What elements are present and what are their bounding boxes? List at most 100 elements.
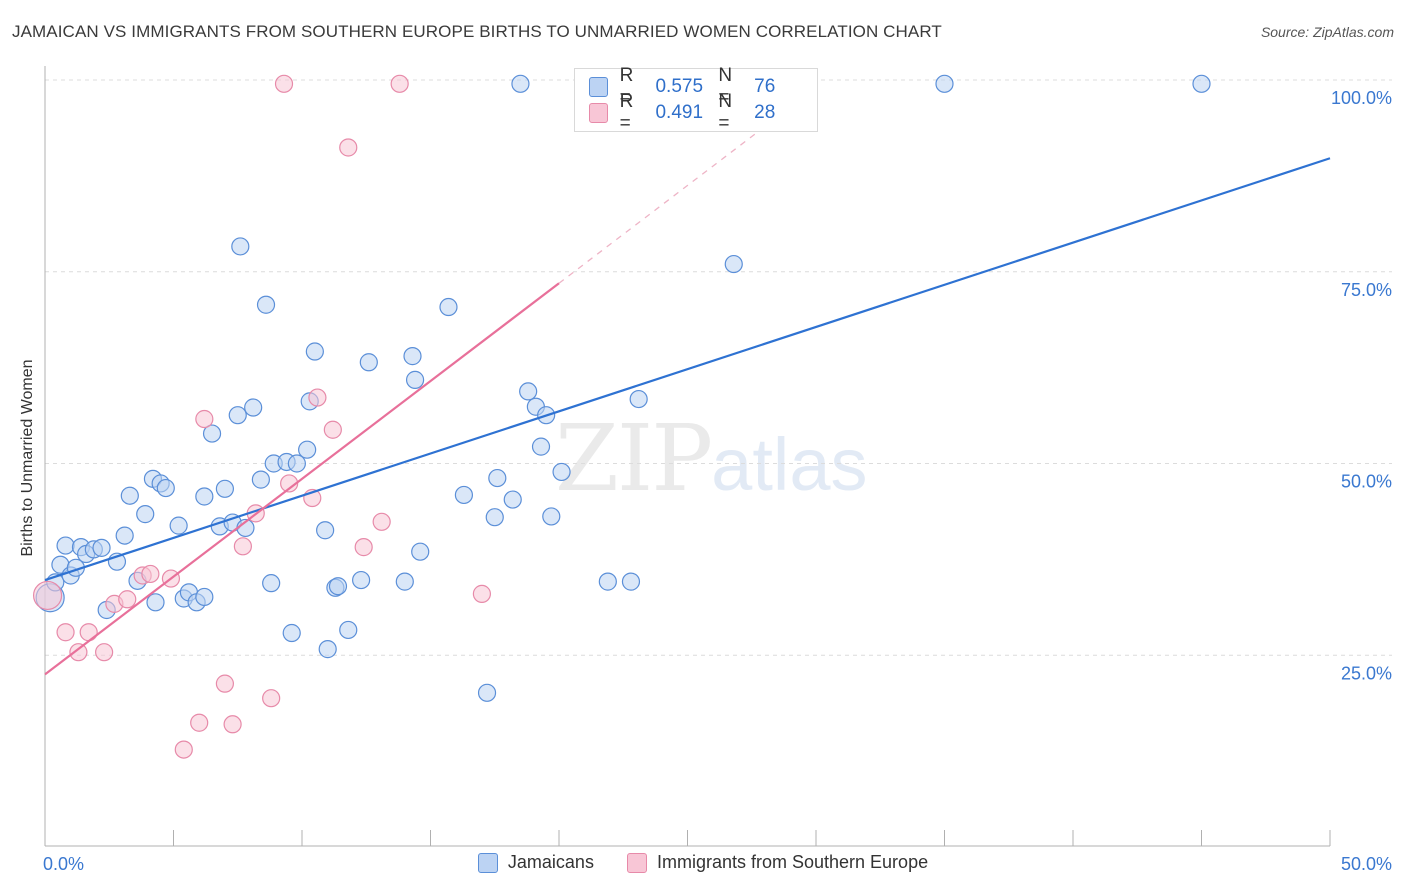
southern-europe-trend-line	[44, 282, 560, 676]
southern-europe-point	[233, 537, 252, 556]
stats-legend: R = 0.575 N = 76 R = 0.491 N = 28	[574, 65, 818, 134]
jamaicans-point	[115, 526, 134, 545]
jamaicans-point	[339, 620, 358, 640]
jamaicans-point	[724, 254, 743, 274]
jamaicans-point	[454, 485, 474, 505]
y-tick-label: 100.0%	[1331, 88, 1392, 108]
jamaicans-point	[485, 508, 504, 527]
jamaicans-point	[395, 572, 414, 591]
jamaicans-point	[298, 440, 317, 459]
southern-europe-point	[472, 584, 491, 603]
n-label: N =	[718, 65, 733, 108]
southern-europe-swatch	[626, 852, 647, 873]
jamaicans-point	[403, 347, 422, 366]
jamaicans-point	[531, 437, 551, 456]
jamaicans-point	[305, 342, 324, 361]
southern-europe-point	[118, 590, 137, 609]
jamaicans-swatch	[477, 852, 498, 873]
jamaicans-point	[439, 297, 458, 317]
watermark-main: ZIP	[555, 405, 713, 512]
legend-label-southern-europe: Immigrants from Southern Europe	[656, 852, 929, 872]
stats-legend-row-jamaicans: R = 0.575 N = 76	[589, 65, 817, 108]
southern-europe-point	[262, 689, 281, 708]
y-tick-label: 75.0%	[1341, 280, 1392, 300]
southern-europe-point	[223, 715, 242, 734]
southern-europe-point	[195, 409, 214, 429]
jamaicans-point	[202, 424, 222, 443]
jamaicans-point	[503, 490, 522, 509]
r-label: R =	[619, 65, 634, 108]
jamaicans-swatch	[589, 77, 608, 97]
legend-item-southern-europe[interactable]: Immigrants from Southern Europe	[626, 852, 929, 873]
southern-europe-point	[69, 643, 88, 662]
series-legend: Jamaicans Immigrants from Southern Europ…	[0, 852, 1406, 878]
jamaicans-point	[251, 470, 270, 489]
southern-europe-point	[274, 74, 294, 93]
jamaicans-point	[287, 454, 306, 473]
jamaicans-point	[552, 462, 571, 482]
southern-europe-point	[215, 674, 234, 693]
jamaicans-point	[1192, 74, 1211, 93]
southern-europe-point	[339, 138, 358, 157]
jamaicans-point	[92, 538, 111, 557]
jamaicans-point	[195, 487, 214, 506]
jamaicans-point	[120, 486, 139, 505]
jamaicans-point	[411, 542, 430, 561]
jamaicans-point	[328, 577, 348, 596]
jamaicans-point	[405, 370, 425, 389]
jamaicans-point	[169, 516, 188, 535]
jamaicans-point	[621, 572, 641, 591]
jamaicans-point	[519, 382, 538, 401]
x-tick-label: 0.0%	[43, 854, 84, 874]
jamaicans-point	[511, 74, 530, 93]
jamaicans-point	[318, 640, 337, 659]
x-tick-label: 50.0%	[1341, 854, 1392, 874]
jamaicans-point	[488, 468, 507, 488]
chart-title: JAMAICAN VS IMMIGRANTS FROM SOUTHERN EUR…	[12, 22, 942, 41]
watermark-sub: atlas	[711, 423, 868, 506]
jamaicans-point	[629, 389, 648, 409]
jamaicans-point	[136, 505, 155, 524]
jamaicans-point	[56, 536, 75, 555]
r-label: R =	[619, 91, 634, 134]
r-value: 0.575	[655, 76, 704, 97]
legend-item-jamaicans[interactable]: Jamaicans	[477, 852, 594, 873]
jamaicans-point	[215, 479, 234, 498]
southern-europe-point	[323, 420, 342, 439]
n-value: 28	[754, 102, 776, 123]
y-tick-label: 50.0%	[1341, 472, 1392, 492]
jamaicans-trend-line	[44, 157, 1331, 582]
y-tick-label: 25.0%	[1341, 663, 1392, 683]
southern-europe-point	[95, 643, 114, 662]
n-label: N =	[718, 91, 733, 134]
jamaicans-point	[195, 587, 214, 607]
jamaicans-point	[228, 406, 247, 425]
jamaicans-point	[542, 507, 561, 526]
jamaicans-point	[935, 74, 954, 93]
jamaicans-point	[316, 521, 335, 540]
jamaicans-point	[231, 237, 250, 256]
southern-europe-swatch	[589, 103, 608, 123]
southern-europe-point	[308, 388, 327, 407]
southern-europe-point	[174, 740, 193, 759]
watermark: ZIPatlas	[555, 405, 867, 512]
jamaicans-point	[598, 572, 617, 591]
jamaicans-point	[146, 593, 165, 612]
southern-europe-point	[190, 713, 209, 732]
southern-europe-point	[141, 564, 160, 584]
southern-europe-point	[79, 623, 98, 642]
jamaicans-point	[256, 295, 276, 314]
southern-europe-point	[56, 623, 75, 642]
legend-label-jamaicans: Jamaicans	[507, 852, 594, 872]
jamaicans-point	[352, 570, 371, 590]
jamaicans-point	[156, 478, 175, 498]
stats-legend-row-southern-europe: R = 0.491 N = 28	[589, 91, 817, 134]
jamaicans-point	[359, 353, 378, 372]
southern-europe-point	[390, 74, 409, 93]
n-value: 76	[754, 76, 776, 97]
jamaicans-point	[282, 623, 301, 643]
jamaicans-point	[262, 574, 281, 593]
southern-europe-point	[32, 580, 63, 611]
r-value: 0.491	[655, 102, 704, 123]
